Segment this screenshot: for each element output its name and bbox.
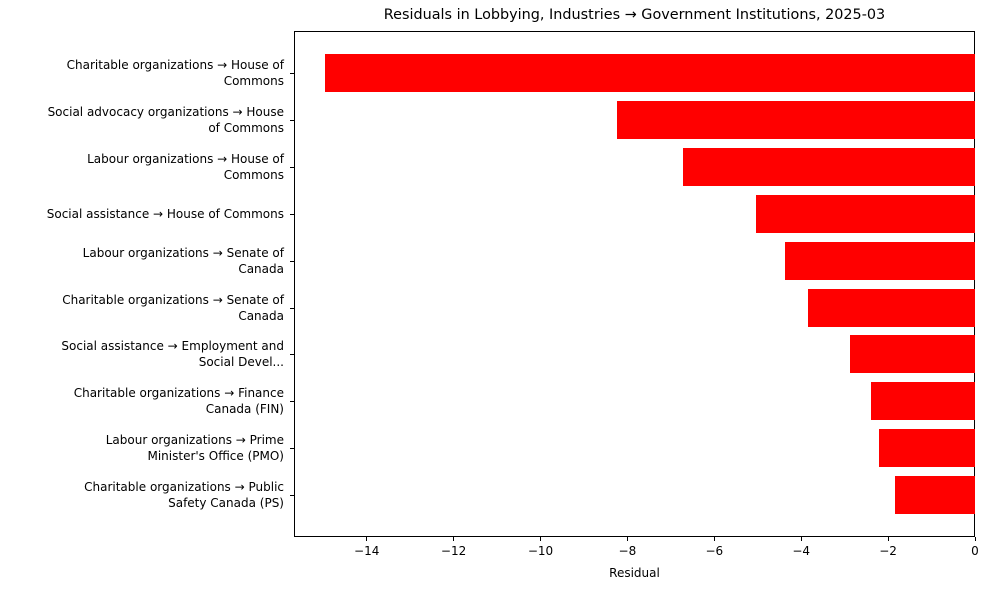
y-tick-label: Charitable organizations → Senate of Can… <box>62 292 284 323</box>
y-tick <box>290 448 294 450</box>
x-tick <box>366 537 368 541</box>
x-tick-label: −4 <box>792 544 811 558</box>
x-tick-label: −10 <box>527 544 554 558</box>
x-tick <box>540 537 541 541</box>
x-tick <box>453 537 455 541</box>
bar <box>784 241 975 280</box>
bar <box>878 429 975 468</box>
x-tick-label: −6 <box>705 544 724 558</box>
y-tick <box>290 495 294 497</box>
bar <box>849 335 975 374</box>
plot-area <box>294 31 975 537</box>
y-tick <box>290 213 294 215</box>
y-tick-label: Social assistance → House of Commons <box>46 206 284 221</box>
y-tick <box>290 401 294 403</box>
y-tick-label: Labour organizations → House of Commons <box>87 151 284 182</box>
y-tick <box>290 119 294 121</box>
x-tick <box>800 537 802 541</box>
y-tick-label: Social assistance → Employment and Socia… <box>61 339 284 370</box>
y-tick <box>290 166 294 168</box>
x-tick-label: −12 <box>440 544 467 558</box>
x-tick <box>626 537 628 541</box>
x-axis-label: Residual <box>609 566 660 580</box>
x-tick-label: −8 <box>618 544 637 558</box>
x-tick <box>974 537 976 541</box>
x-tick <box>713 537 715 541</box>
bar <box>807 288 975 327</box>
chart-title: Residuals in Lobbying, Industries → Gove… <box>383 7 886 23</box>
y-tick-label: Charitable organizations → House of Comm… <box>66 58 284 88</box>
y-tick <box>290 307 294 309</box>
bar <box>683 147 975 186</box>
y-tick <box>290 260 294 262</box>
x-tick-label: −14 <box>354 544 380 558</box>
y-tick <box>290 354 294 356</box>
y-tick-label: Charitable organizations → Public Safety… <box>84 480 284 511</box>
bar <box>755 194 975 233</box>
x-tick <box>887 537 889 541</box>
y-tick-label: Labour organizations → Senate of Canada <box>82 245 284 276</box>
x-tick-label: 0 <box>971 544 979 558</box>
y-tick-label: Social advocacy organizations → House of… <box>47 104 284 135</box>
bar <box>616 100 975 139</box>
bar <box>325 54 975 92</box>
y-tick <box>290 73 294 74</box>
x-tick-label: −2 <box>879 544 897 558</box>
bar <box>895 476 975 515</box>
bar <box>870 382 975 421</box>
y-tick-label: Charitable organizations → Finance Canad… <box>73 386 284 417</box>
y-tick-label: Labour organizations → Prime Minister's … <box>105 433 284 464</box>
